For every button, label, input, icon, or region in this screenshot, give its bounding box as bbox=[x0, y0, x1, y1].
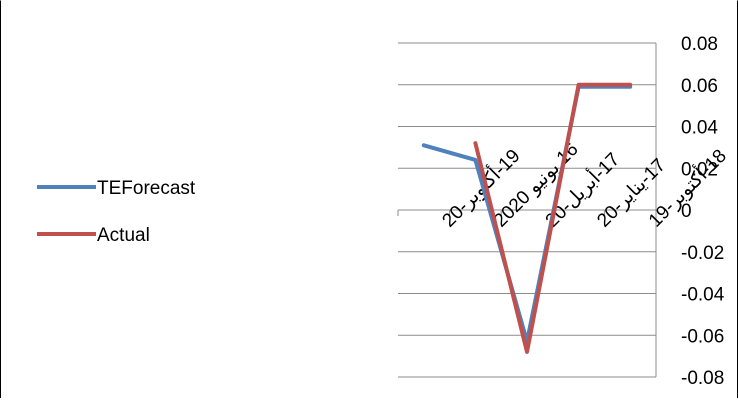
y-tick-label: 0.02 bbox=[681, 159, 718, 180]
legend-label-actual: Actual bbox=[97, 225, 150, 246]
legend-label-teforecast: TEForecast bbox=[97, 178, 196, 199]
y-tick-label: 0.06 bbox=[681, 76, 718, 97]
series-lines bbox=[421, 82, 633, 354]
y-tick-label: -0.02 bbox=[681, 243, 724, 264]
series-line-actual bbox=[473, 82, 633, 354]
y-axis-tick-labels: 0.08 0.06 0.04 0.02 0 -0.02 -0.04 -0.06 -0.08 bbox=[681, 34, 725, 389]
y-tick-label: 0.08 bbox=[681, 34, 718, 55]
y-tick-label: 0.04 bbox=[681, 118, 718, 139]
y-tick-label: -0.06 bbox=[681, 326, 724, 347]
y-tick-label: -0.04 bbox=[681, 285, 725, 306]
y-tick-label: -0.08 bbox=[681, 368, 724, 389]
legend: TEForecast Actual bbox=[37, 178, 196, 246]
y-tick-label: 0 bbox=[681, 201, 692, 222]
